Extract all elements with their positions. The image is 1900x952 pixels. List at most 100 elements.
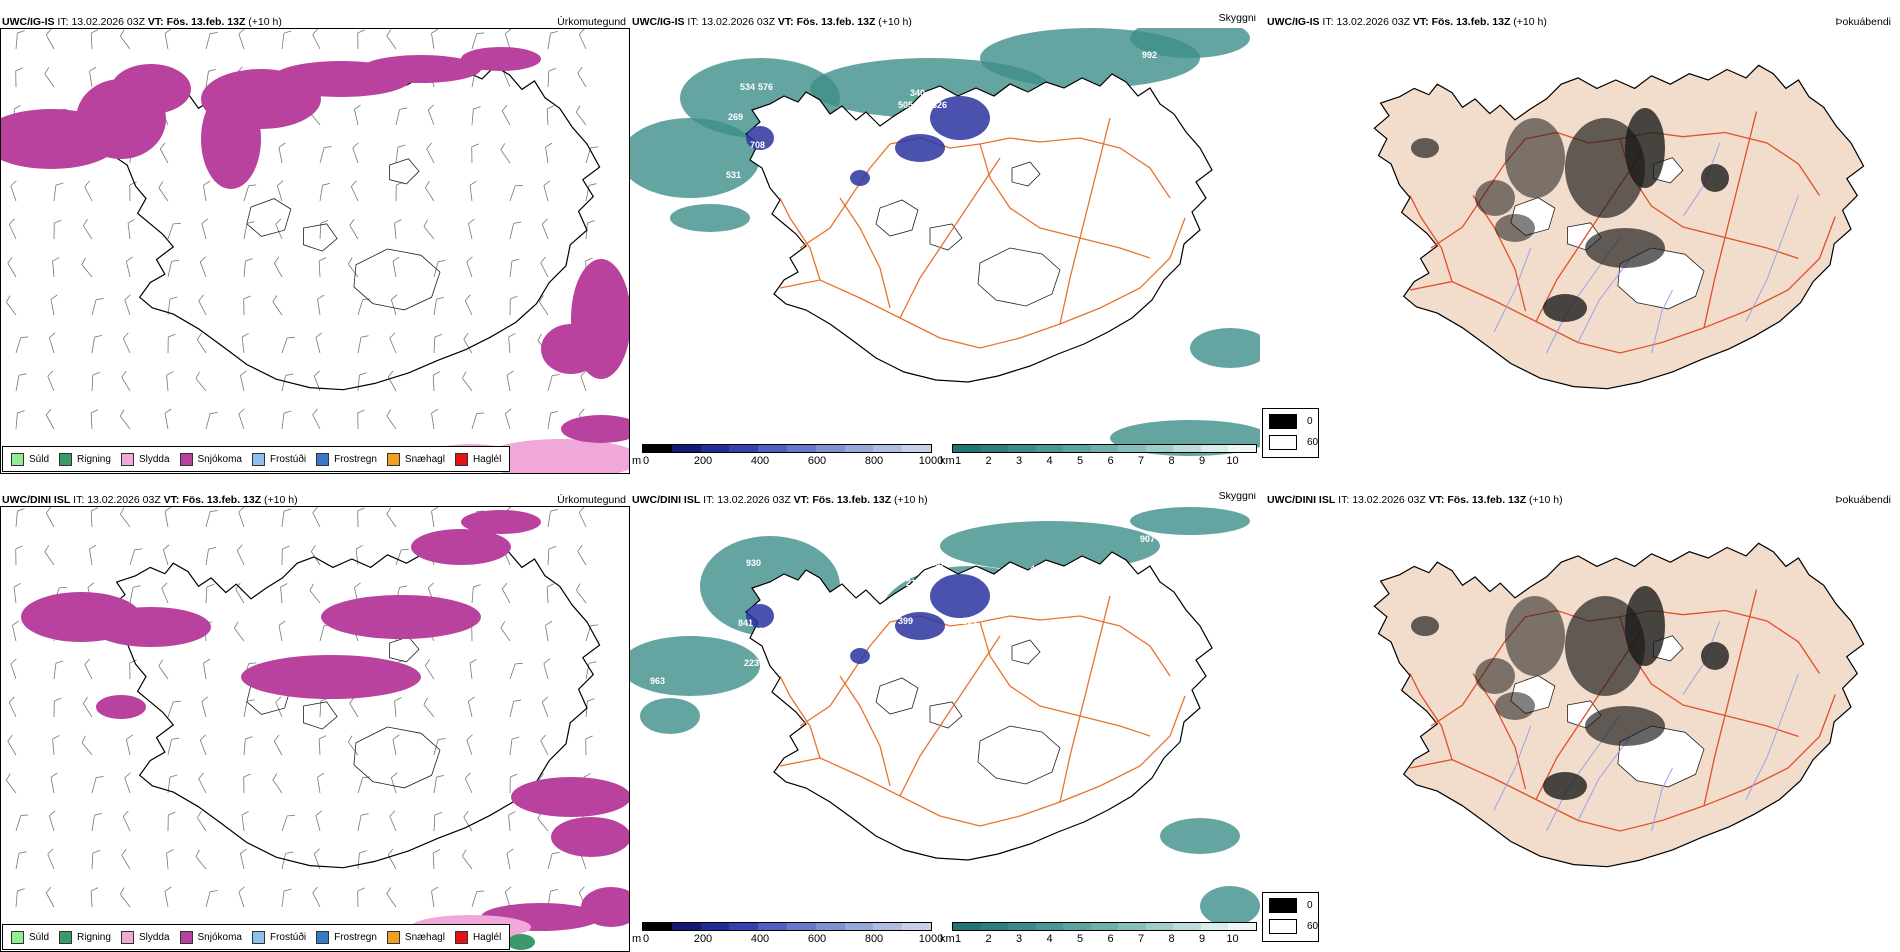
fog-swatch-white <box>1269 435 1297 450</box>
wind-barb <box>83 181 98 201</box>
barb-flag <box>321 220 328 223</box>
barb-shaft <box>126 261 130 277</box>
wind-barb <box>547 584 555 603</box>
wind-barb <box>238 887 251 907</box>
barb-shaft <box>282 338 287 353</box>
barb-flag <box>431 409 438 413</box>
barb-flag <box>324 145 332 150</box>
barb-shaft <box>581 376 586 391</box>
cloud-base-value: 287 <box>930 558 945 568</box>
snow-area <box>461 510 541 534</box>
iceland-outline <box>1374 65 1863 388</box>
barb-flag <box>45 887 53 893</box>
barb-flag <box>6 735 14 741</box>
wind-barb <box>5 774 22 793</box>
barb-flag <box>164 507 171 511</box>
barb-shaft <box>239 512 244 527</box>
wind-barb <box>431 29 441 49</box>
cloud-base-value: 111 <box>876 128 890 138</box>
wind-barb <box>6 257 22 277</box>
barb-flag <box>504 409 512 414</box>
barb-flag <box>477 31 485 36</box>
scale-tick-label: 600 <box>808 933 826 945</box>
scale-tick-label: 3 <box>1016 455 1022 467</box>
barb-flag <box>91 508 98 511</box>
barb-shaft <box>51 777 54 793</box>
legend-item: Slydda <box>121 931 170 944</box>
barb-flag <box>575 106 582 113</box>
legend-swatch <box>59 931 72 944</box>
barb-shaft <box>199 301 206 315</box>
wind-barb <box>472 411 484 431</box>
barb-shaft <box>6 780 16 793</box>
barb-shaft <box>313 35 320 49</box>
snow-area <box>91 607 211 647</box>
barb-shaft <box>358 300 363 315</box>
wind-barb <box>358 30 365 49</box>
barb-shaft <box>16 33 17 49</box>
wind-barb <box>510 183 523 203</box>
wind-barb <box>543 659 555 679</box>
barb-flag <box>135 547 143 552</box>
fog-swatch-black <box>1269 898 1297 913</box>
precip-fields <box>1 47 629 473</box>
wind-barb <box>157 659 174 679</box>
barb-flag <box>551 410 558 414</box>
barb-shaft <box>244 261 245 277</box>
scale-tick-label: 600 <box>808 455 826 467</box>
fog-area <box>1505 118 1565 198</box>
barb-shaft <box>348 742 358 755</box>
fog-map <box>1265 506 1895 952</box>
barb-flag <box>17 30 24 34</box>
wind-barb <box>16 68 23 87</box>
barb-flag <box>549 68 556 71</box>
cloud-base-value: 269 <box>728 112 743 122</box>
low-visibility-area <box>670 204 750 232</box>
scale-tick-label: 2 <box>985 933 991 945</box>
barb-flag <box>6 257 14 263</box>
wind-barb <box>504 29 516 49</box>
wind-barb <box>547 106 555 125</box>
wind-barb <box>91 508 99 527</box>
wind-barb <box>466 735 479 755</box>
wind-barb <box>45 409 60 429</box>
barb-flag <box>47 849 55 854</box>
wind-barb <box>358 850 367 870</box>
barb-flag <box>168 812 175 815</box>
coastline <box>110 66 599 389</box>
wind-barb <box>16 813 28 833</box>
barb-shaft <box>244 739 245 755</box>
barb-flag <box>545 143 552 147</box>
barb-flag <box>168 334 175 337</box>
scale-tick-label: 10 <box>1226 455 1238 467</box>
barb-flag <box>394 219 401 223</box>
wind-barb <box>385 887 402 907</box>
barb-shaft <box>468 223 472 239</box>
barb-shaft <box>16 511 17 527</box>
barb-shaft <box>319 739 320 755</box>
barb-flag <box>547 106 554 109</box>
wind-barb <box>276 181 288 201</box>
wind-barb <box>47 371 61 391</box>
panel-type-label: Úrkomutegund <box>557 494 626 506</box>
legend-swatch <box>455 453 468 466</box>
wind-barb <box>275 219 289 239</box>
wind-barb <box>203 181 213 201</box>
barb-flag <box>8 219 16 225</box>
snow-area <box>461 47 541 71</box>
barb-shaft <box>11 664 16 679</box>
barb-flag <box>197 773 205 779</box>
wind-barb <box>206 411 218 431</box>
barb-shaft <box>472 34 477 49</box>
wind-barb <box>543 181 555 201</box>
barb-flag <box>54 698 61 701</box>
wind-barb <box>275 697 289 717</box>
wind-barb <box>468 219 479 239</box>
barb-flag <box>390 773 398 778</box>
barb-flag <box>87 583 95 588</box>
cloud-base-value: 627 <box>758 626 773 636</box>
wind-barb <box>356 545 365 565</box>
